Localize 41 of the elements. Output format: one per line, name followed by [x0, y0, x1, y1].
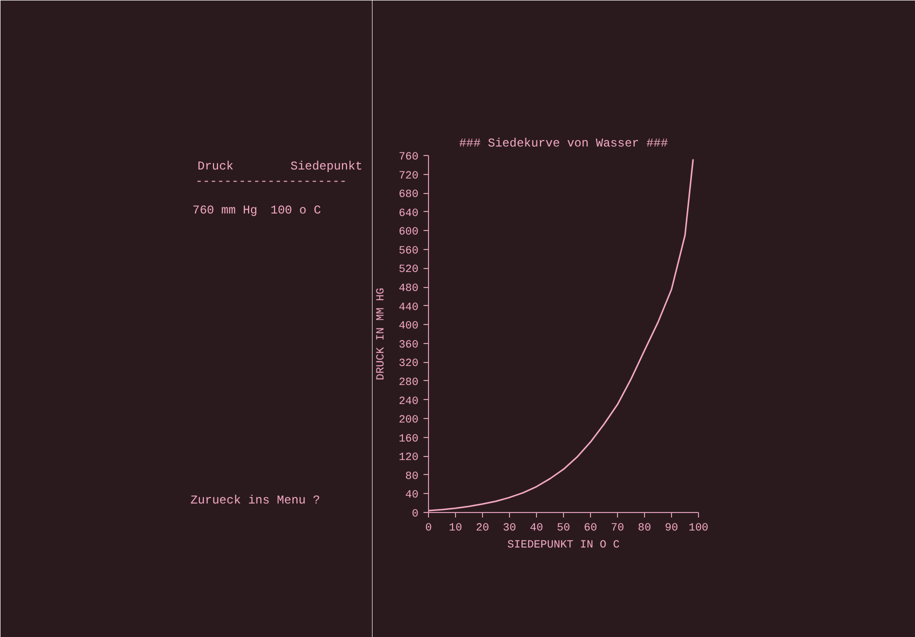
- x-tick-label: 20: [476, 522, 490, 534]
- y-tick-label: 400: [398, 320, 419, 333]
- y-tick-label: 240: [398, 396, 419, 408]
- y-tick-label: 0: [412, 508, 419, 520]
- text: 100 o C: [270, 204, 321, 218]
- y-tick-label: 560: [398, 245, 419, 258]
- y-tick-label: 680: [398, 189, 419, 202]
- x-tick-label: 80: [638, 522, 652, 534]
- line-series: [428, 158, 694, 512]
- chart-title: ### Siedekurve von Wasser ###: [459, 136, 668, 150]
- x-tick-label: 40: [530, 522, 544, 534]
- x-tick-label: 60: [584, 522, 598, 534]
- text: ---------------------: [196, 174, 347, 188]
- text: Zurueck ins Menu ?: [190, 494, 320, 508]
- y-tick-label: 720: [398, 170, 419, 182]
- y-tick-label: 280: [398, 376, 419, 389]
- y-tick-label: 40: [405, 490, 418, 502]
- x-axis-title: SIEDEPUNKT IN O C: [507, 540, 620, 552]
- text: Siedepunkt: [290, 160, 363, 174]
- x-tick-label: 50: [556, 522, 570, 534]
- y-tick-label: 440: [398, 302, 419, 314]
- y-tick-label: 120: [398, 452, 419, 464]
- y-tick-label: 520: [398, 264, 419, 276]
- x-tick-label: 0: [425, 522, 432, 534]
- y-tick-label: 200: [398, 414, 419, 427]
- x-tick-label: 70: [610, 522, 624, 534]
- x-tick-label: 90: [664, 522, 678, 534]
- text: Druck: [198, 160, 234, 174]
- x-tick-label: 30: [502, 522, 516, 534]
- y-tick-label: 600: [398, 226, 419, 239]
- y-tick-label: 480: [398, 283, 419, 296]
- y-tick-label: 760: [398, 152, 419, 164]
- y-tick-label: 360: [398, 339, 419, 352]
- y-tick-label: 640: [398, 208, 419, 220]
- text: 760 mm Hg: [192, 204, 258, 218]
- y-tick-label: 80: [405, 470, 418, 483]
- y-tick-label: 320: [398, 358, 419, 370]
- y-axis-title: DRUCK IN MM HG: [376, 288, 388, 380]
- y-tick-label: 160: [398, 433, 419, 446]
- x-tick-label: 10: [448, 522, 462, 534]
- x-tick-label: 100: [688, 522, 708, 534]
